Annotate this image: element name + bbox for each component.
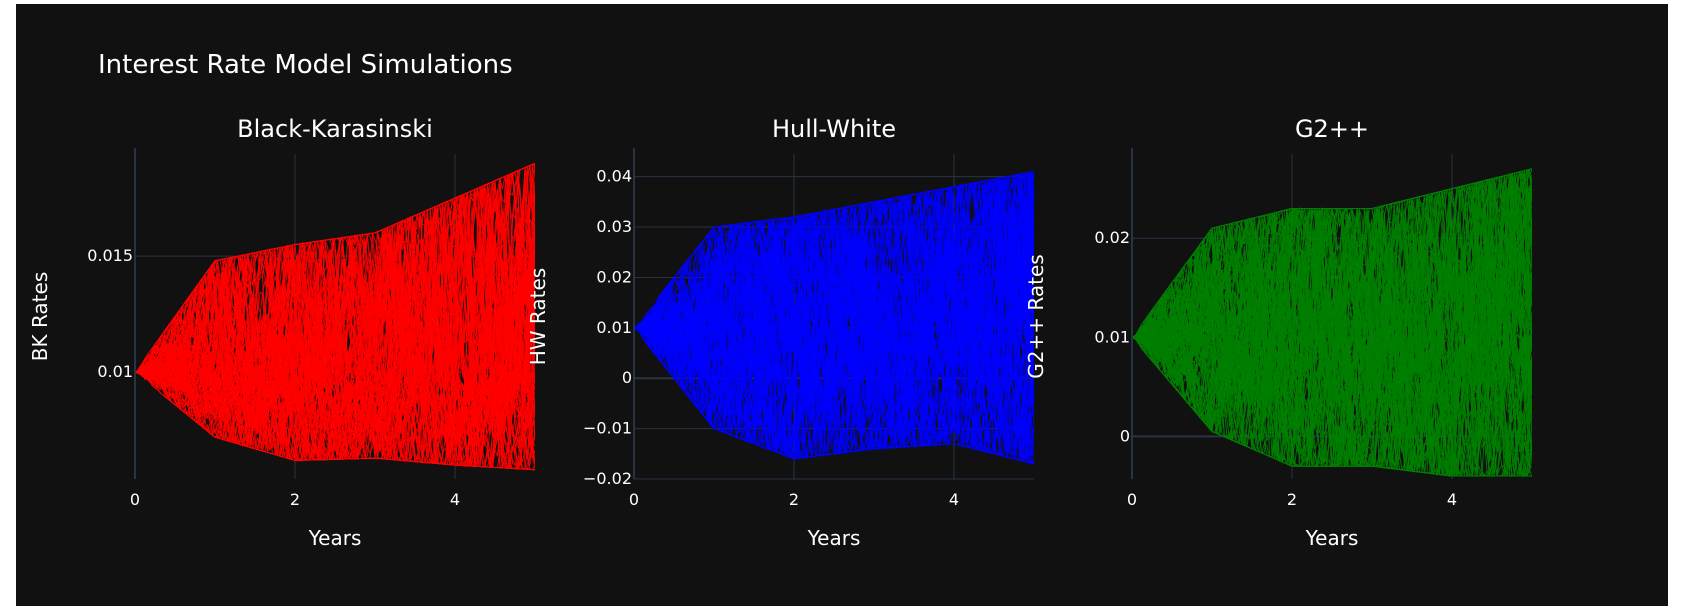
subplot-g2: 0 2 4 0 0.01 0.02 G2++ Years G2++ Rates [1024,115,1532,550]
y-tick-label: −0.02 [583,469,632,488]
subplot-title: Black-Karasinski [237,115,433,143]
simulation-path [634,221,1034,465]
x-tick-label: 0 [130,490,140,509]
simulation-path [135,195,535,461]
simulation-path [135,162,535,376]
simulation-path [634,171,1034,460]
chart-canvas: Interest Rate Model Simulations 0 2 40.010… [28,50,1532,550]
simulation-path [634,289,1034,461]
y-tick-label: 0 [1120,426,1130,445]
simulation-path [634,209,1034,413]
simulation-path [634,187,1034,452]
simulation-path [1132,211,1532,439]
y-tick-label: 0.015 [87,246,133,265]
series-paths [1132,168,1532,478]
simulation-path [135,296,535,469]
figure-background: Interest Rate Model Simulations 0 2 4 0.01 0… [16,4,1668,606]
y-tick-label: 0.02 [1094,228,1130,247]
simulation-path [634,184,1034,460]
simulation-path [634,171,1034,401]
simulation-path [634,171,1034,416]
y-tick-label: 0 [622,368,632,387]
x-tick-label: 4 [1447,490,1457,509]
simulation-path [1132,246,1532,478]
simulation-path [1132,197,1532,467]
subplot-hw: 0 2 4 −0.02 −0.01 0 0.01 0.02 0.03 0.04 Hull-White… [526,115,1034,550]
x-tick-label: 0 [1127,490,1137,509]
x-axis-label: Years [308,526,362,550]
y-tick-label: 0.04 [596,167,632,186]
subplot-title: Hull-White [772,115,896,143]
y-tick-label: 0.01 [97,362,133,381]
simulation-path [1132,180,1532,458]
x-tick-label: 4 [949,490,959,509]
y-tick-label: 0.03 [596,217,632,236]
y-axis-label: HW Rates [526,268,550,365]
y-tick-label: 0.01 [1094,327,1130,346]
simulation-path [1132,218,1532,476]
x-axis-label: Years [1305,526,1359,550]
series-paths [634,171,1034,465]
subplot-title: G2++ [1295,115,1369,143]
simulation-path [1132,209,1532,478]
simulation-path [1132,202,1532,477]
y-tick-label: 0.01 [596,318,632,337]
simulation-path [634,189,1034,460]
simulation-path [1132,181,1532,419]
x-tick-label: 2 [789,490,799,509]
simulation-path [634,172,1034,388]
x-tick-label: 0 [629,490,639,509]
series-paths [135,162,535,471]
subplots-container: 0 2 4 0.01 0.015 Black-Karasinski Years BK Rate… [28,115,1532,550]
simulation-path [634,202,1034,460]
x-axis-label: Years [807,526,861,550]
x-tick-label: 2 [1287,490,1297,509]
simulation-path [135,248,535,471]
simulation-path [1132,208,1532,477]
subplot-bk: 0 2 4 0.01 0.015 Black-Karasinski Years BK Rate… [28,115,535,550]
y-axis-label: BK Rates [28,272,52,361]
simulation-path [634,172,1034,459]
simulation-path [135,164,535,440]
figure-title: Interest Rate Model Simulations [98,50,513,80]
y-tick-label: −0.01 [583,419,632,438]
y-axis-label: G2++ Rates [1024,254,1048,378]
x-tick-label: 2 [290,490,300,509]
y-tick-label: 0.02 [596,267,632,286]
simulation-path [634,171,1034,429]
x-tick-label: 4 [450,490,460,509]
simulation-path [135,163,535,460]
